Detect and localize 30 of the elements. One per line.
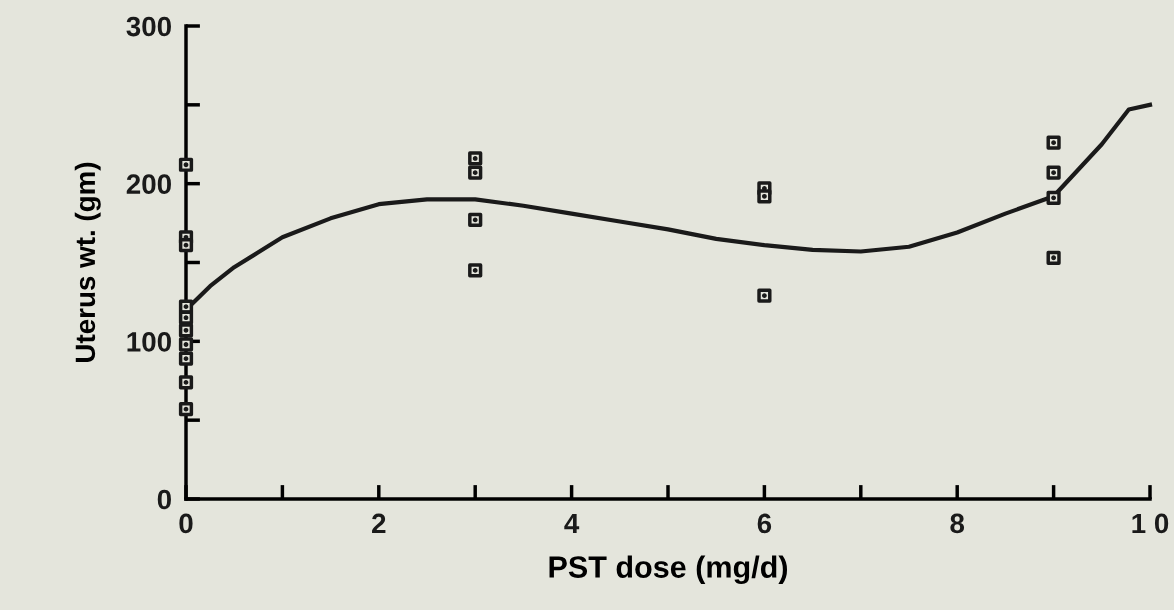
point [468, 212, 483, 228]
y-tick-label: 300 [126, 16, 171, 37]
y-tick-label: 100 [127, 332, 171, 352]
x-tick-label: 6 [757, 513, 772, 534]
point [178, 402, 194, 417]
y-tick-label: 200 [126, 174, 171, 195]
point [178, 375, 194, 390]
point [178, 310, 194, 325]
x-tick-label: 4 [564, 513, 580, 534]
y-tick-label: 0 [157, 489, 171, 510]
x-tick-label: 8 [950, 513, 965, 534]
point [757, 189, 772, 204]
point [1046, 250, 1061, 265]
x-tick-label: 2 [372, 513, 386, 534]
point [178, 323, 194, 338]
point [178, 351, 194, 366]
point [178, 238, 194, 253]
x-tick-label: 1 0 [1132, 513, 1169, 534]
point [468, 263, 483, 278]
point [468, 151, 483, 166]
point [1046, 165, 1061, 180]
x-axis-title: PST dose (mg/d) [549, 555, 788, 585]
point [757, 288, 772, 303]
point [178, 337, 194, 352]
point [1046, 135, 1061, 150]
point [178, 299, 194, 314]
point [468, 165, 483, 180]
y-axis-title: Uterus wt. (gm) [74, 162, 101, 362]
x-tick-label: 0 [179, 513, 193, 534]
point [178, 157, 194, 172]
